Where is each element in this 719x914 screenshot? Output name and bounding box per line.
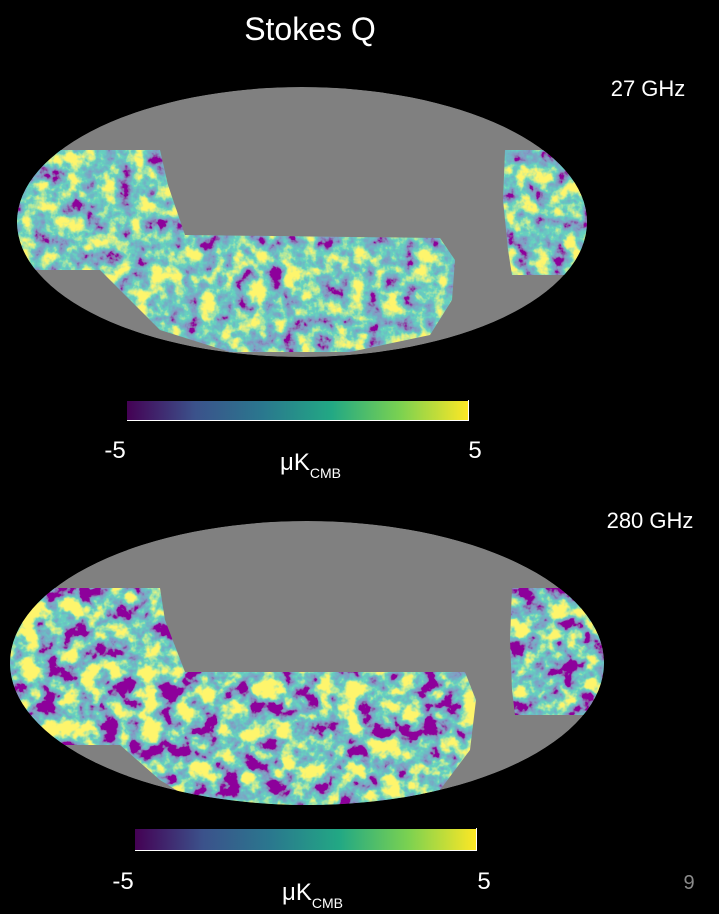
sky-map [17,87,587,357]
colorbar-max: 5 [468,437,481,464]
map-label: 280 GHz [607,508,694,533]
unit-subscript: CMB [312,895,343,911]
slide: Stokes Q 27 GHz -5 5 μKCMB 280 GHz -5 5 … [0,0,719,914]
colorbar [135,829,476,850]
colorbar-max: 5 [477,868,490,895]
unit: μK [280,449,310,476]
page-number: 9 [683,872,694,894]
page: Stokes Q 27 GHz -5 5 μKCMB 280 GHz -5 5 … [0,0,719,914]
sky-map [10,521,604,805]
map-label: 27 GHz [611,76,686,101]
unit: μK [282,879,312,906]
slide-title: Stokes Q [244,11,376,47]
colorbar-min: -5 [112,868,133,895]
colorbar-unit: μKCMB [282,879,343,911]
colorbar [127,401,468,420]
unit-subscript: CMB [310,465,341,481]
colorbar-min: -5 [104,437,125,464]
colorbar-unit: μKCMB [280,449,341,481]
